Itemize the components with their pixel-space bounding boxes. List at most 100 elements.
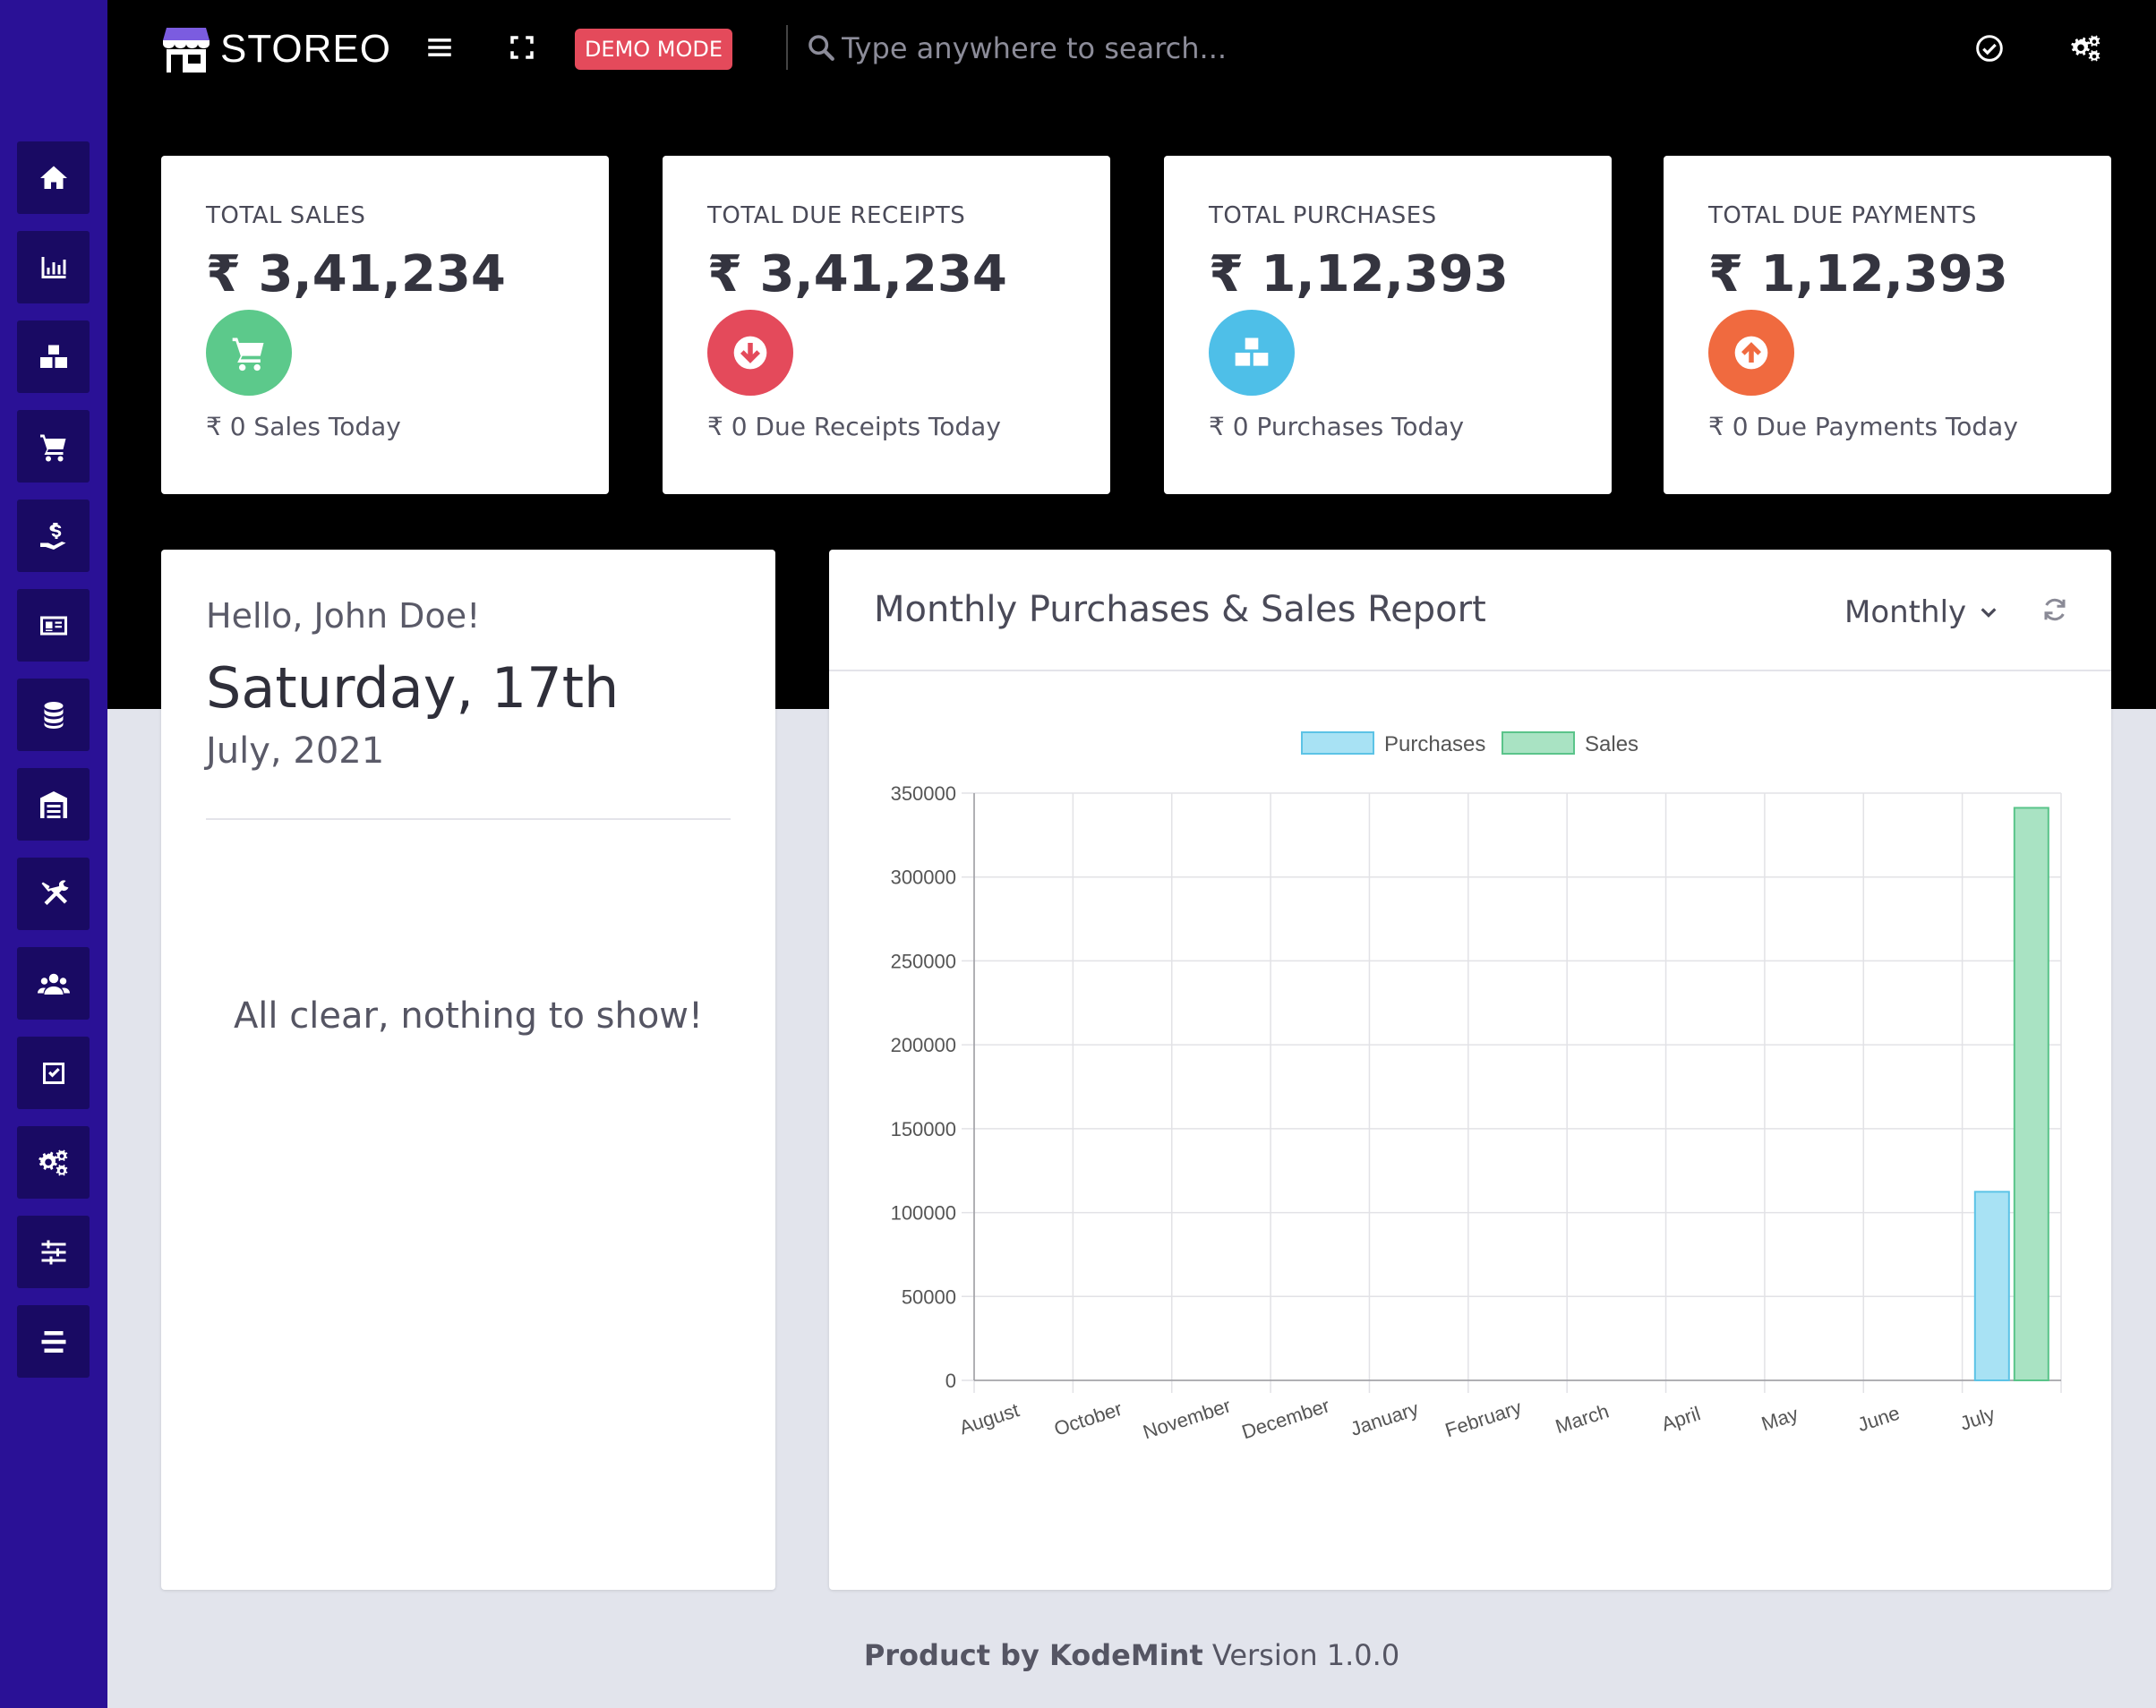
chevron-down-icon	[1981, 608, 1997, 618]
coins-icon	[44, 701, 63, 729]
report-title: Monthly Purchases & Sales Report	[874, 589, 1486, 630]
checkbox-icon	[42, 1062, 64, 1084]
arrow-down-circle-icon	[733, 336, 767, 370]
stat-label: TOTAL PURCHASES	[1209, 202, 1437, 229]
bar-purchases	[1973, 1191, 2010, 1381]
y-tick-label: 200000	[891, 1034, 956, 1056]
legend-swatch-sales	[1502, 731, 1575, 755]
x-tick-label: February	[1442, 1396, 1524, 1441]
sidebar-item-settings[interactable]	[17, 1126, 90, 1199]
report-header-divider	[829, 670, 2111, 671]
y-tick-label: 150000	[891, 1118, 956, 1140]
stat-card-total-due-payments: TOTAL DUE PAYMENTS ₹ 1,12,393 ₹ 0 Due Pa…	[1664, 156, 2111, 494]
stat-value: ₹ 3,41,234	[206, 245, 506, 303]
id-card-icon	[39, 616, 67, 635]
stat-label: TOTAL DUE PAYMENTS	[1708, 202, 1977, 229]
x-tick-label: November	[1140, 1394, 1233, 1443]
arrow-up-circle-icon	[1734, 336, 1768, 370]
app-name: STOREO	[220, 27, 392, 71]
stat-today: ₹ 0 Due Receipts Today	[707, 412, 1001, 441]
users-icon	[37, 973, 70, 995]
warehouse-icon	[39, 790, 67, 818]
greeting-month: July, 2021	[206, 730, 385, 772]
sidebar-item-tools[interactable]	[17, 858, 90, 930]
x-tick-label: May	[1758, 1403, 1801, 1436]
stat-icon	[1209, 310, 1295, 396]
legend-swatch-purchases	[1301, 731, 1374, 755]
period-dropdown[interactable]: Monthly	[1844, 593, 2006, 632]
boxes-icon	[1235, 337, 1269, 366]
stat-today: ₹ 0 Due Payments Today	[1708, 412, 2018, 441]
sidebar-item-accounts[interactable]	[17, 679, 90, 751]
stat-label: TOTAL SALES	[206, 202, 366, 229]
x-tick-label: March	[1553, 1400, 1612, 1439]
x-tick-label: August	[956, 1398, 1022, 1439]
stat-value: ₹ 3,41,234	[707, 245, 1007, 303]
stat-today: ₹ 0 Sales Today	[206, 412, 401, 441]
menu-icon[interactable]	[424, 32, 455, 63]
tools-icon	[41, 879, 68, 905]
legend-label-purchases: Purchases	[1384, 732, 1485, 756]
gears-icon	[38, 1149, 67, 1176]
bar-sales	[2013, 807, 2049, 1381]
y-tick-label: 50000	[902, 1285, 956, 1308]
greeting-divider	[206, 818, 731, 820]
footer: Product by KodeMint Version 1.0.0	[107, 1638, 2156, 1672]
store-logo-icon	[163, 28, 210, 73]
cart-icon	[39, 434, 65, 461]
greeting-day: Saturday, 17th	[206, 655, 620, 721]
fullscreen-icon[interactable]	[507, 32, 537, 63]
refresh-icon[interactable]	[2041, 596, 2068, 623]
sidebar-item-users[interactable]	[17, 947, 90, 1020]
stat-card-total-sales: TOTAL SALES ₹ 3,41,234 ₹ 0 Sales Today	[161, 156, 609, 494]
sidebar-item-products[interactable]	[17, 320, 90, 393]
sidebar-item-more[interactable]	[17, 1305, 90, 1378]
boxes-icon	[39, 345, 67, 368]
stat-icon	[1708, 310, 1794, 396]
stat-icon	[707, 310, 793, 396]
sidebar	[0, 0, 107, 1708]
stat-card-total-purchases: TOTAL PURCHASES ₹ 1,12,393 ₹ 0 Purchases…	[1164, 156, 1612, 494]
sidebar-item-home[interactable]	[17, 141, 90, 214]
report-card: Monthly Purchases & Sales Report Monthly…	[829, 550, 2111, 1590]
search-icon	[808, 35, 834, 61]
sidebar-item-warehouse[interactable]	[17, 768, 90, 841]
align-icon	[41, 1330, 65, 1353]
sidebar-item-sales[interactable]	[17, 410, 90, 483]
x-tick-label: January	[1348, 1397, 1421, 1440]
x-tick-label: October	[1051, 1397, 1125, 1440]
stat-card-total-due-receipts: TOTAL DUE RECEIPTS ₹ 3,41,234 ₹ 0 Due Re…	[663, 156, 1110, 494]
y-tick-label: 0	[945, 1370, 956, 1392]
stat-value: ₹ 1,12,393	[1708, 245, 2008, 303]
greeting-hello: Hello, John Doe!	[206, 596, 481, 636]
hand-coin-icon	[39, 522, 65, 550]
sidebar-item-contacts[interactable]	[17, 589, 90, 662]
x-tick-label: December	[1239, 1394, 1332, 1443]
period-label: Monthly	[1844, 594, 1967, 630]
y-tick-label: 350000	[891, 782, 956, 805]
check-circle-icon[interactable]	[1975, 34, 2004, 63]
bar-chart: 0 50000 100000 150000 200000 250000 300000 3500…	[891, 731, 2062, 1443]
logo[interactable]: STOREO	[161, 21, 391, 77]
cart-icon	[232, 337, 264, 371]
header-divider	[786, 25, 788, 70]
footer-product-by: Product by KodeMint	[863, 1638, 1203, 1672]
x-tick-label: April	[1659, 1402, 1704, 1435]
x-tick-label: June	[1855, 1402, 1903, 1437]
x-tick-label: July	[1957, 1403, 1998, 1435]
stat-icon	[206, 310, 292, 396]
empty-state-message: All clear, nothing to show!	[233, 995, 704, 1037]
sidebar-item-tasks[interactable]	[17, 1037, 90, 1109]
sliders-icon	[41, 1240, 65, 1264]
legend-label-sales: Sales	[1585, 732, 1638, 756]
demo-mode-badge: DEMO MODE	[575, 29, 732, 70]
settings-gears-icon[interactable]	[2068, 32, 2104, 64]
stat-label: TOTAL DUE RECEIPTS	[707, 202, 966, 229]
greeting-card: Hello, John Doe! Saturday, 17th July, 20…	[161, 550, 775, 1590]
search-input[interactable]	[842, 23, 1379, 73]
sidebar-item-preferences[interactable]	[17, 1216, 90, 1288]
y-tick-label: 300000	[891, 867, 956, 889]
sidebar-item-reports[interactable]	[17, 231, 90, 303]
sidebar-item-payments[interactable]	[17, 500, 90, 572]
stat-value: ₹ 1,12,393	[1209, 245, 1509, 303]
